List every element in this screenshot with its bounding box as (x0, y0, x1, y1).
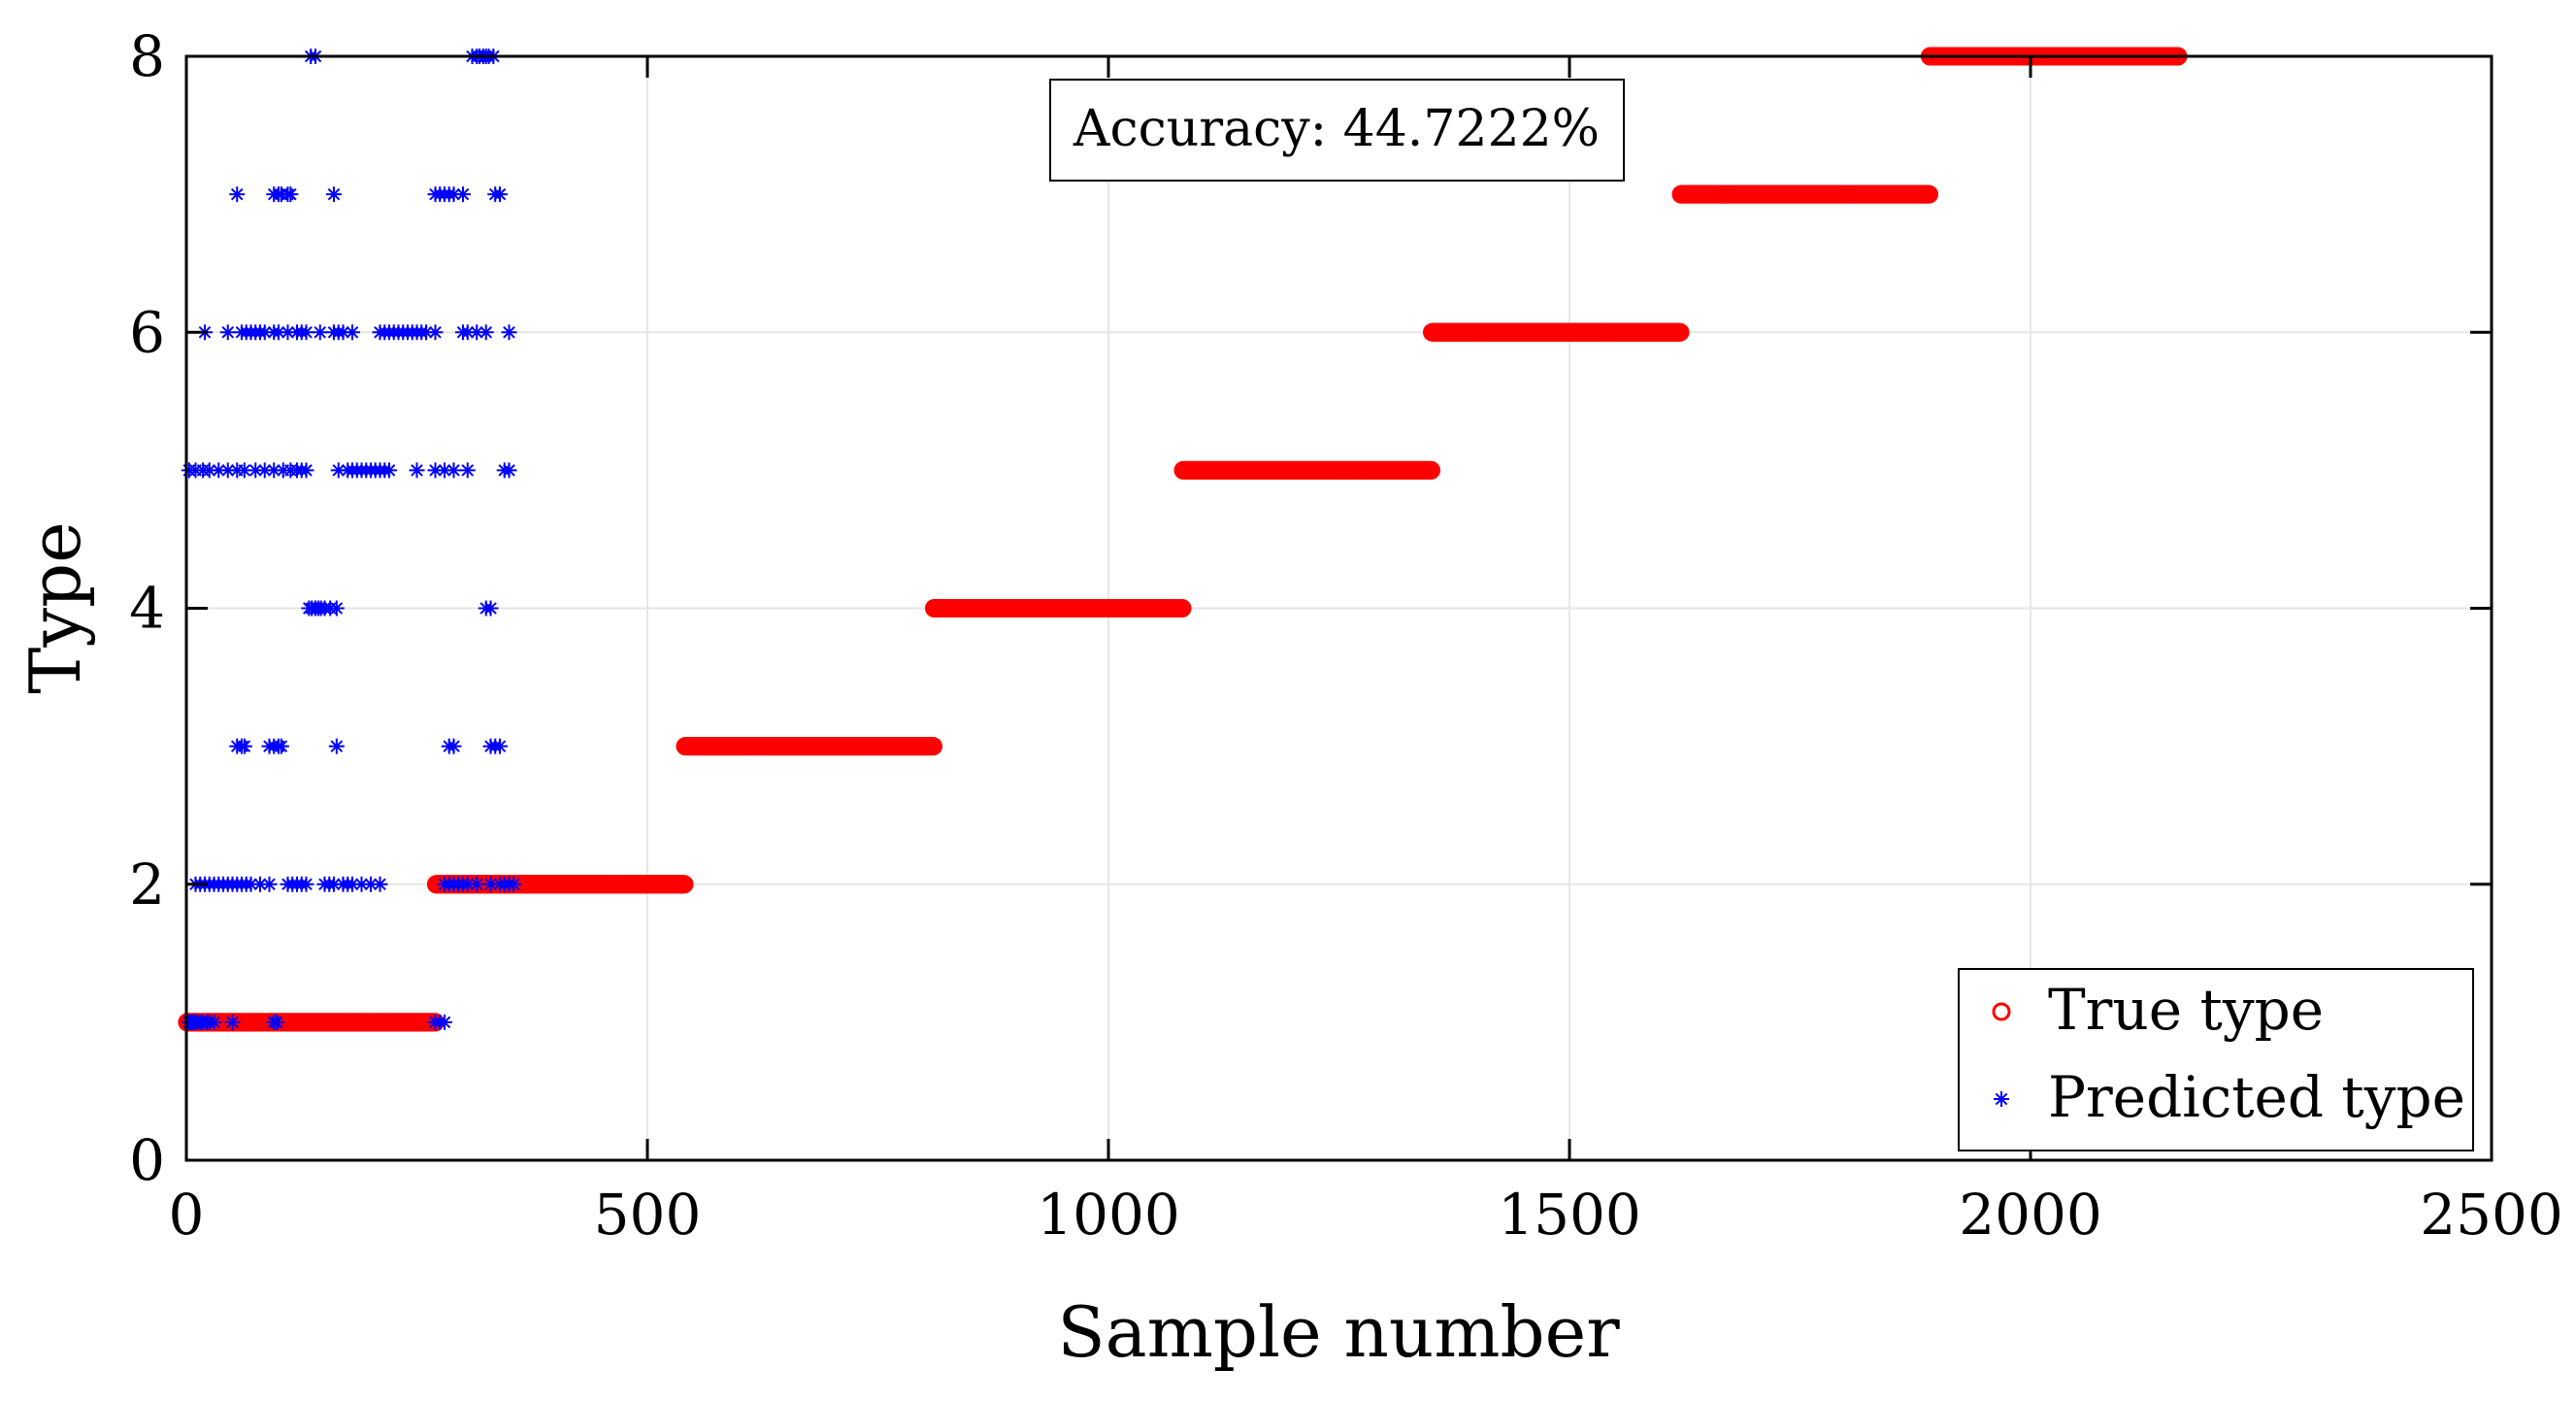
predicted-type-series (181, 49, 522, 1030)
y-tick-label: 2 (129, 851, 165, 917)
predicted-type-point (312, 324, 328, 341)
predicted-type-point (236, 738, 252, 754)
true-type-point (1670, 322, 1690, 342)
y-tick-label: 8 (129, 23, 165, 89)
predicted-type-point (335, 324, 351, 341)
predicted-type-point (298, 324, 314, 341)
predicted-type-point (261, 876, 278, 892)
predicted-type-point (243, 876, 259, 892)
true-type-point (1920, 184, 1938, 204)
legend-predicted-marker (1994, 1091, 2009, 1107)
legend-true-label: True type (2048, 977, 2324, 1043)
predicted-type-point (469, 876, 485, 892)
predicted-type-point (328, 738, 345, 754)
predicted-type-point (282, 186, 299, 203)
true-type-point (924, 737, 942, 756)
legend-true-marker (1992, 1002, 2011, 1021)
predicted-type-point (353, 876, 370, 892)
y-tick-label: 6 (129, 299, 165, 365)
predicted-type-point (459, 462, 476, 479)
y-tick-label: 0 (129, 1127, 165, 1193)
predicted-type-point (492, 186, 508, 203)
predicted-type-point (236, 462, 252, 479)
annotation-text: Accuracy: 44.7222% (1073, 100, 1600, 158)
predicted-type-point (492, 738, 508, 754)
predicted-type-point (266, 462, 282, 479)
predicted-type-point (224, 1014, 241, 1030)
x-tick-label: 500 (594, 1182, 702, 1248)
predicted-type-point (269, 1014, 285, 1030)
predicted-type-point (219, 324, 236, 341)
predicted-type-point (427, 324, 444, 341)
axis-ticks (184, 54, 2493, 1162)
predicted-type-point (409, 462, 425, 479)
predicted-type-point (501, 324, 517, 341)
predicted-type-point (298, 462, 314, 479)
predicted-type-point (478, 324, 494, 341)
predicted-type-point (446, 462, 462, 479)
predicted-type-point (372, 876, 388, 892)
legend-box (1958, 968, 2474, 1151)
legend-predicted-asterisk (1994, 1091, 2009, 1107)
predicted-type-point (506, 876, 522, 892)
x-tick-label: 1000 (1037, 1182, 1180, 1248)
predicted-type-point (326, 186, 342, 203)
predicted-type-point (229, 186, 246, 203)
predicted-type-point (455, 186, 471, 203)
legend-predicted-label: Predicted type (2048, 1064, 2465, 1130)
predicted-type-point (256, 324, 273, 341)
x-tick-label: 2500 (2420, 1182, 2563, 1248)
x-tick-label: 0 (169, 1182, 205, 1248)
predicted-type-point (273, 738, 289, 754)
legend: True type Predicted type (1958, 968, 2474, 1151)
true-type-point (1172, 599, 1192, 617)
accuracy-annotation: Accuracy: 44.7222% (1049, 79, 1625, 182)
annotation-box (1049, 79, 1625, 182)
predicted-type-point (381, 462, 397, 479)
predicted-type-point (501, 462, 517, 479)
predicted-type-point (280, 324, 296, 341)
true-type-point (675, 875, 694, 894)
predicted-type-point (482, 600, 499, 617)
predicted-type-point (328, 600, 345, 617)
predicted-type-point (248, 462, 264, 479)
predicted-type-point (298, 876, 314, 892)
true-type-point (1422, 460, 1440, 480)
x-tick-label: 1500 (1498, 1182, 1641, 1248)
predicted-type-point (446, 738, 462, 754)
tick-labels: 0 500 1000 1500 2000 2500 0 2 4 6 8 (129, 23, 2563, 1248)
predicted-type-point (206, 1014, 222, 1030)
predicted-type-point (437, 1014, 452, 1030)
predicted-type-point (363, 876, 379, 892)
predicted-type-point (345, 324, 360, 341)
x-tick-label: 2000 (1959, 1182, 2102, 1248)
x-axis-title: Sample number (1057, 1291, 1620, 1373)
y-axis-title: Type (15, 521, 96, 693)
y-tick-label: 4 (129, 576, 165, 642)
